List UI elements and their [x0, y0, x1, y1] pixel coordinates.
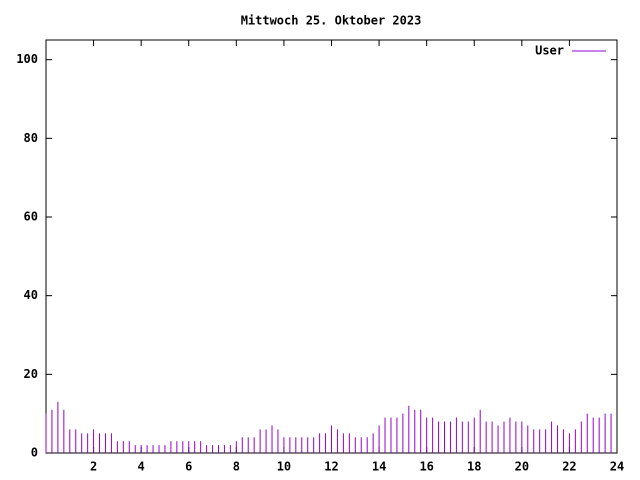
x-tick-label: 12 [324, 460, 338, 474]
x-tick-label: 24 [610, 460, 624, 474]
chart-title: Mittwoch 25. Oktober 2023 [241, 14, 422, 28]
x-tick-label: 8 [233, 460, 240, 474]
x-tick-label: 18 [467, 460, 481, 474]
x-tick-label: 4 [138, 460, 145, 474]
x-tick-label: 16 [419, 460, 433, 474]
x-tick-label: 6 [185, 460, 192, 474]
x-tick-label: 22 [562, 460, 576, 474]
y-tick-label: 100 [16, 52, 38, 66]
plot-border [45, 39, 618, 454]
x-tick-label: 14 [372, 460, 386, 474]
x-tick-label: 20 [515, 460, 529, 474]
legend-label: User [535, 44, 564, 58]
x-tick-label: 2 [90, 460, 97, 474]
y-tick-label: 40 [24, 288, 38, 302]
y-tick-label: 20 [24, 367, 38, 381]
y-tick-label: 80 [24, 131, 38, 145]
x-tick-label: 10 [277, 460, 291, 474]
y-tick-label: 0 [31, 446, 38, 460]
y-tick-label: 60 [24, 210, 38, 224]
